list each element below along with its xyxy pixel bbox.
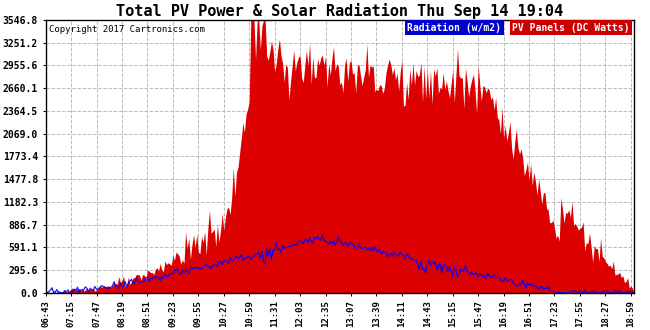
Title: Total PV Power & Solar Radiation Thu Sep 14 19:04: Total PV Power & Solar Radiation Thu Sep…: [116, 3, 564, 19]
Text: Copyright 2017 Cartronics.com: Copyright 2017 Cartronics.com: [49, 25, 205, 34]
Text: PV Panels (DC Watts): PV Panels (DC Watts): [512, 23, 630, 33]
Text: Radiation (w/m2): Radiation (w/m2): [408, 23, 502, 33]
